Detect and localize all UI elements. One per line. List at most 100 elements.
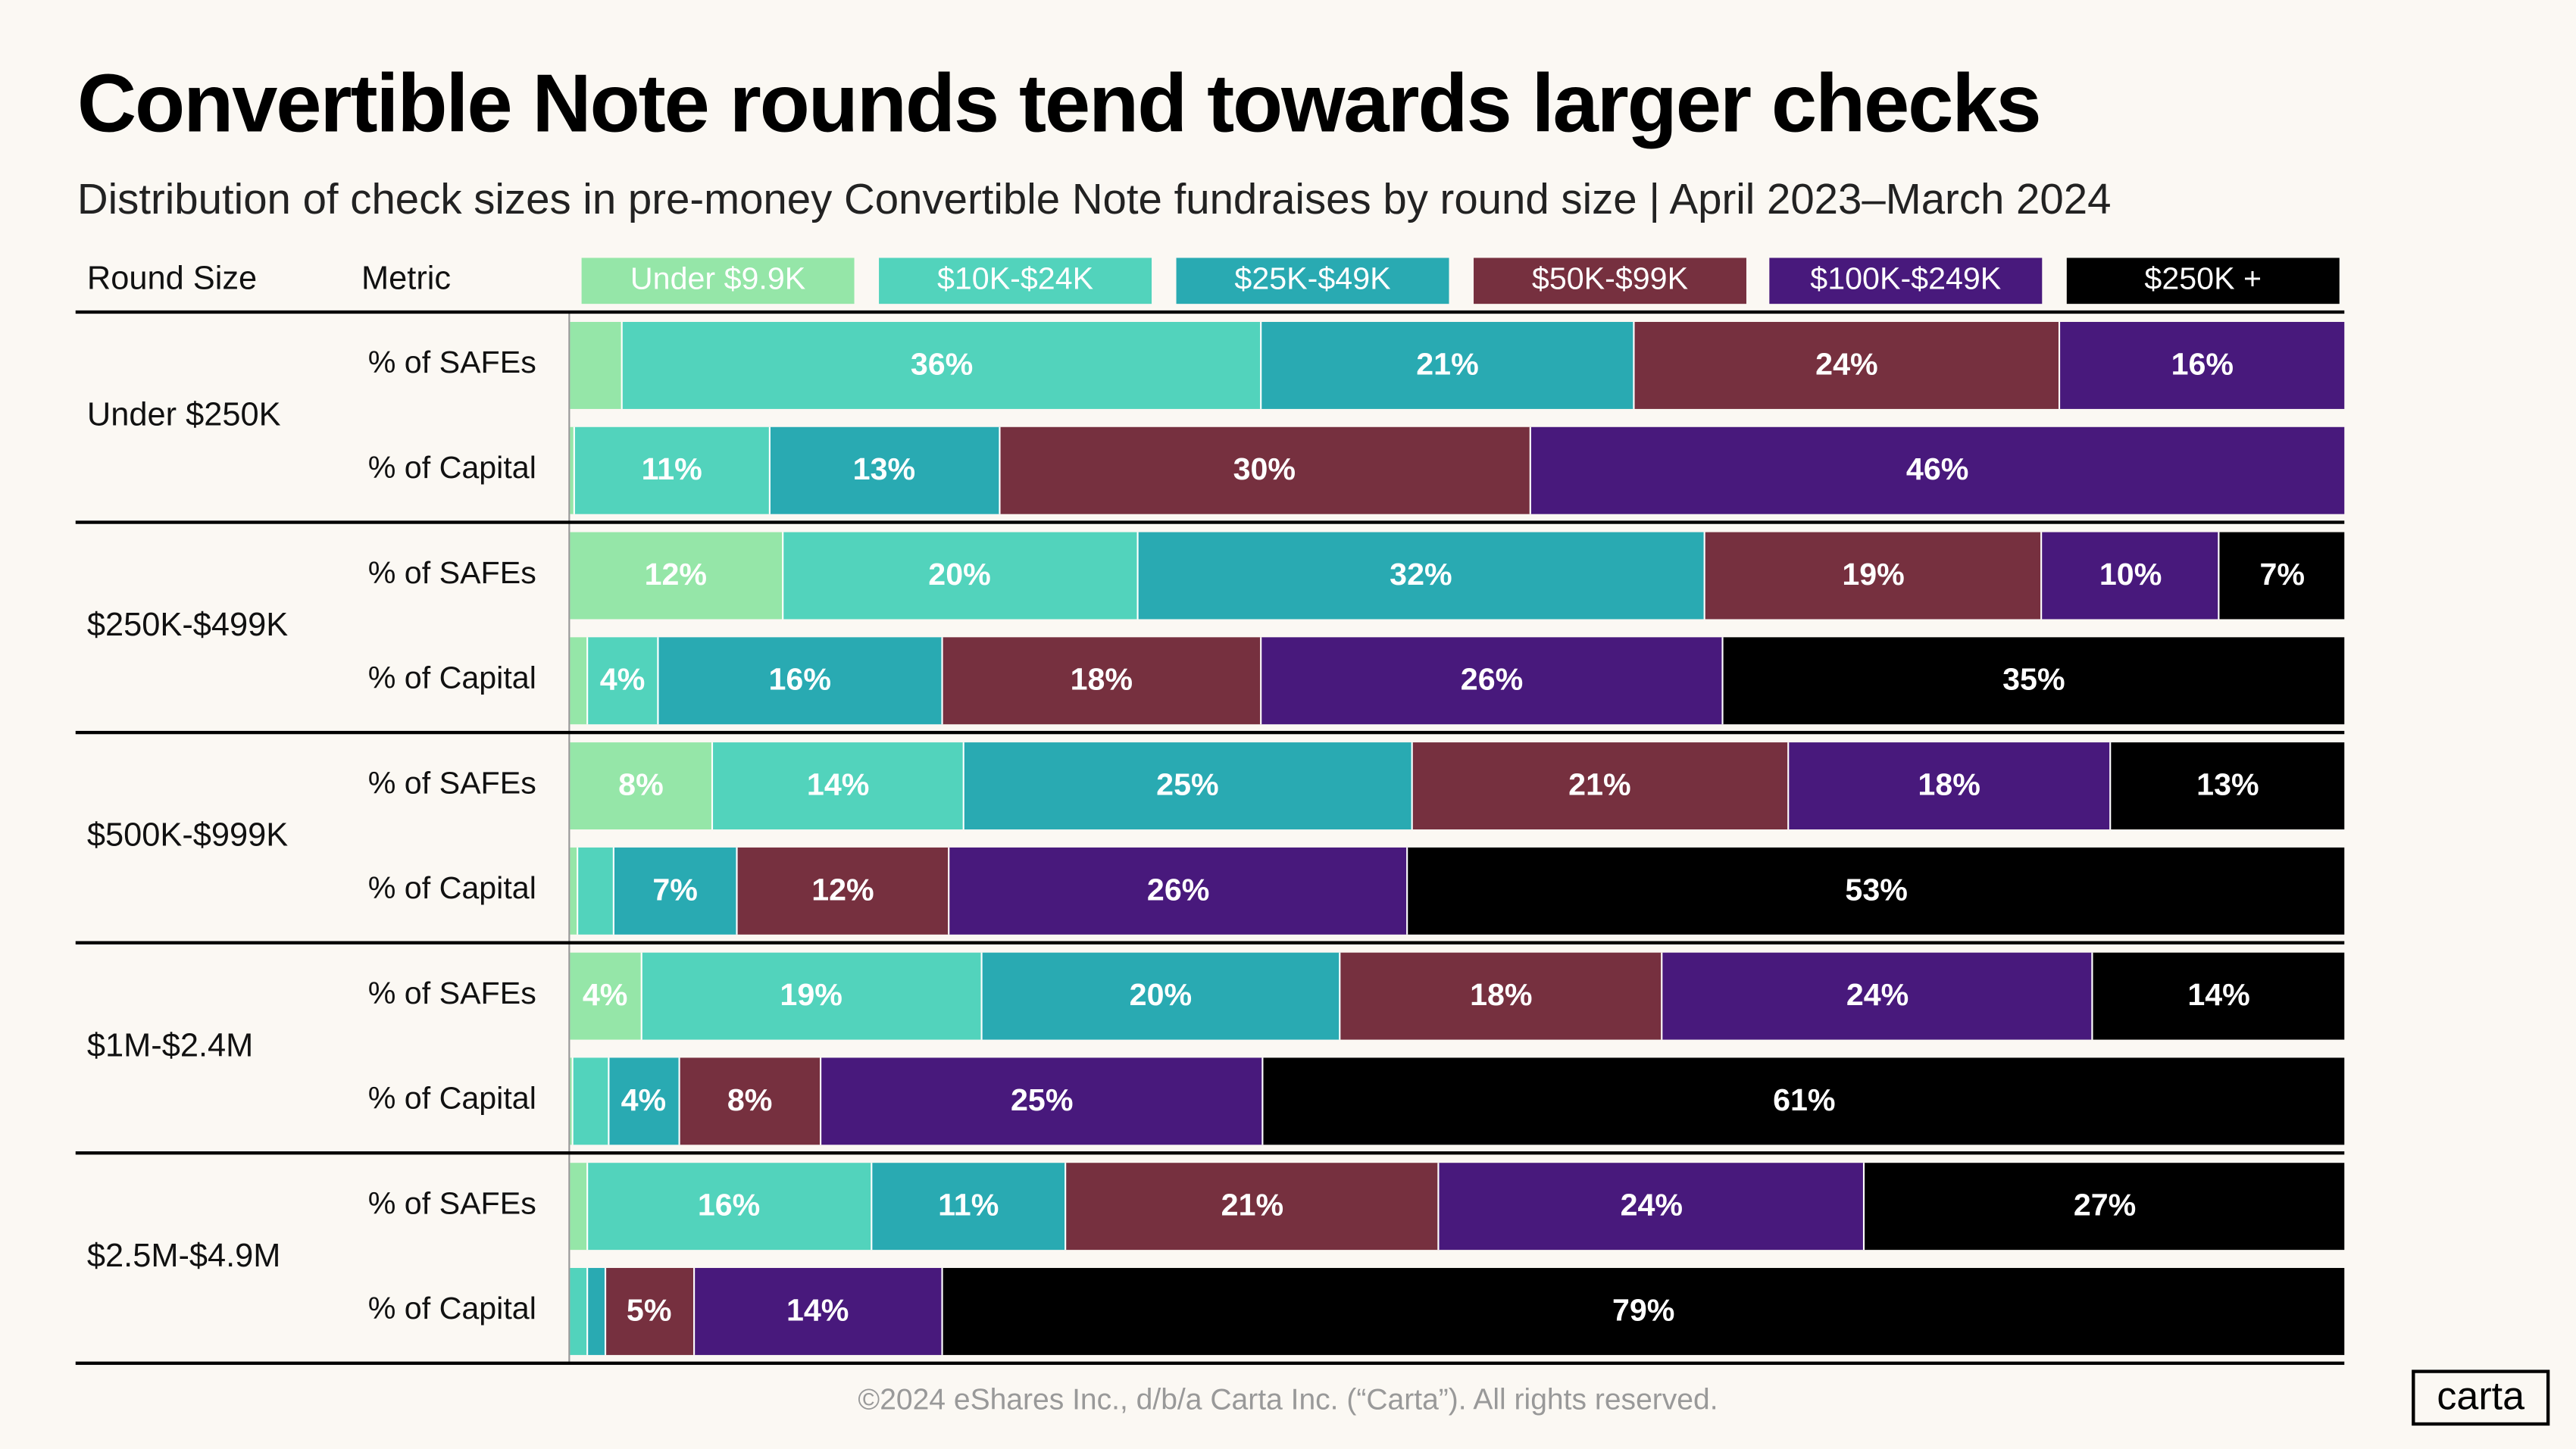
stacked-bar: 36% 21% 24% 16% <box>570 322 2345 409</box>
bar-segment: 11% <box>871 1163 1068 1251</box>
round-size-label: $500K-$999K <box>86 817 289 854</box>
metric-label: % of Capital <box>367 1292 536 1328</box>
bar-segment: 24% <box>1663 952 2094 1040</box>
data-label: 13% <box>2196 767 2259 803</box>
data-label: 11% <box>641 452 702 487</box>
carta-logo: carta <box>2412 1369 2550 1426</box>
bar-segment: 19% <box>642 952 983 1040</box>
data-label: 7% <box>2259 557 2306 592</box>
bar-segment: 4% <box>587 637 659 725</box>
bar-segment <box>587 1267 606 1355</box>
bar-segment: 36% <box>623 322 1262 409</box>
bar-segment: 13% <box>2111 742 2345 830</box>
bar-segment: 20% <box>783 532 1138 620</box>
bar-segment: 21% <box>1261 322 1635 409</box>
group-divider <box>75 520 2345 524</box>
round-size-label: $2.5M-$4.9M <box>86 1238 281 1275</box>
data-label: 14% <box>806 767 870 803</box>
bar-segment <box>570 1267 588 1355</box>
round-size-label: $250K-$499K <box>86 607 289 645</box>
round-size-header: Round Size <box>86 261 258 298</box>
bar-segment: 32% <box>1137 532 1706 620</box>
metric-label: % of SAFEs <box>367 767 536 802</box>
bar-segment <box>570 426 576 514</box>
data-label: 12% <box>811 873 874 908</box>
bar-segment <box>570 1163 588 1251</box>
group-divider <box>75 730 2345 735</box>
bar-segment: 11% <box>575 426 771 514</box>
round-size-label: Under $250K <box>86 397 281 434</box>
bar-segment: 20% <box>982 952 1341 1040</box>
group-divider <box>75 1361 2345 1365</box>
bar-segment: 4% <box>570 952 642 1040</box>
bar-segment: 25% <box>964 742 1413 830</box>
axis-divider <box>568 311 571 1363</box>
data-label: 20% <box>1129 978 1193 1013</box>
bar-segment: 26% <box>1261 637 1724 725</box>
stacked-bar: 8% 14% 25% 21% 18% 13% <box>570 742 2345 830</box>
data-label: 14% <box>786 1293 849 1329</box>
bar-segment: 21% <box>1067 1163 1440 1251</box>
round-size-label: $1M-$2.4M <box>86 1028 254 1065</box>
bar-segment: 4% <box>608 1057 680 1145</box>
data-label: 10% <box>2099 557 2162 592</box>
bar-segment <box>570 637 588 725</box>
bar-segment <box>570 1057 574 1145</box>
data-label: 35% <box>2002 662 2065 698</box>
stacked-bar: 12% 20% 32% 19% 10% 7% <box>570 532 2345 620</box>
data-label: 16% <box>697 1188 761 1223</box>
copyright-footer: ©2024 eShares Inc., d/b/a Carta Inc. (“C… <box>858 1382 1718 1416</box>
group-divider <box>75 941 2345 945</box>
bar-segment: 18% <box>943 637 1262 725</box>
bar-segment: 24% <box>1634 322 2061 409</box>
metric-label: % of Capital <box>367 872 536 907</box>
bar-segment: 25% <box>821 1057 1265 1145</box>
bar-segment: 18% <box>1340 952 1664 1040</box>
data-label: 13% <box>852 452 916 487</box>
bar-segment <box>574 1057 609 1145</box>
bar-segment: 10% <box>2043 532 2221 620</box>
data-label: 5% <box>626 1293 672 1329</box>
bar-segment <box>570 322 624 409</box>
data-label: 4% <box>599 662 646 698</box>
bar-segment: 46% <box>1530 426 2345 514</box>
data-label: 4% <box>582 978 628 1013</box>
data-label: 26% <box>1146 873 1210 908</box>
data-label: 8% <box>727 1083 773 1118</box>
legend-item: Under $9.9K <box>581 258 855 304</box>
data-label: 25% <box>1011 1083 1074 1118</box>
data-label: 79% <box>1612 1293 1675 1329</box>
legend-item: $50K-$99K <box>1474 258 1746 304</box>
metric-header: Metric <box>361 261 452 298</box>
bar-segment: 7% <box>2220 532 2345 620</box>
data-label: 32% <box>1390 557 1452 592</box>
chart-subtitle: Distribution of check sizes in pre-money… <box>77 173 2112 223</box>
bar-segment: 14% <box>713 742 964 830</box>
stacked-bar: 7% 12% 26% 53% <box>570 847 2345 935</box>
group-divider <box>75 1151 2345 1155</box>
data-label: 4% <box>621 1083 667 1118</box>
data-label: 11% <box>938 1188 999 1223</box>
data-label: 14% <box>2187 978 2250 1013</box>
bar-segment: 35% <box>1723 637 2345 725</box>
bar-segment: 79% <box>943 1267 2345 1355</box>
bar-segment: 12% <box>570 532 783 620</box>
bar-segment: 5% <box>605 1267 695 1355</box>
bar-segment: 30% <box>999 426 1531 514</box>
chart-title: Convertible Note rounds tend towards lar… <box>77 57 2042 150</box>
metric-label: % of Capital <box>367 451 536 486</box>
data-label: 25% <box>1156 767 1219 803</box>
bar-segment: 14% <box>694 1267 943 1355</box>
legend-item: $10K-$24K <box>879 258 1152 304</box>
data-label: 24% <box>1846 978 1909 1013</box>
metric-label: % of SAFEs <box>367 557 536 592</box>
bar-segment: 8% <box>680 1057 822 1145</box>
data-label: 16% <box>768 662 831 698</box>
data-label: 18% <box>1070 662 1133 698</box>
bar-segment: 8% <box>570 742 714 830</box>
data-label: 61% <box>1773 1083 1836 1118</box>
data-label: 21% <box>1568 767 1631 803</box>
bar-segment: 21% <box>1412 742 1789 830</box>
bar-segment: 24% <box>1439 1163 1865 1251</box>
